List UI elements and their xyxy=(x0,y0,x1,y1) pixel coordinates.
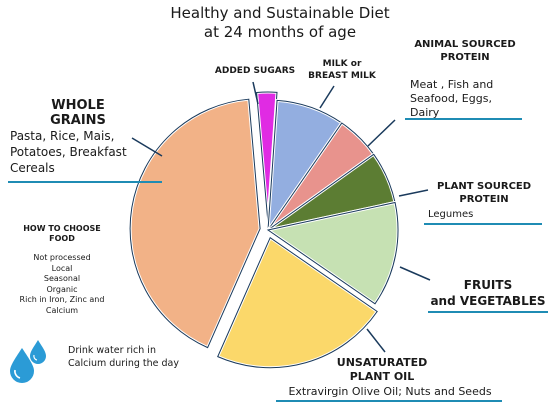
pie-slice-outline-oil xyxy=(217,236,378,369)
pie-slice-outline-added_sugars xyxy=(256,91,278,223)
water-note-line1: Drink water rich in xyxy=(68,345,156,356)
leader-line-whole-grains xyxy=(131,137,163,157)
label-plant-line2: PROTEIN xyxy=(459,194,509,205)
label-animal-line1: ANIMAL SOURCED xyxy=(414,39,516,50)
label-fruits-line2: and VEGETABLES xyxy=(430,294,546,308)
plant-oil-description: Extravirgin Olive Oil; Nuts and Seeds xyxy=(288,385,492,398)
animal-protein-underline xyxy=(405,118,522,120)
how-to-choose-title-line1: HOW TO CHOOSE xyxy=(23,224,101,233)
label-plant-oil: UNSATURATED PLANT OIL xyxy=(320,356,444,384)
leader-line-fruits xyxy=(399,266,431,281)
label-animal-protein: ANIMAL SOURCED PROTEIN xyxy=(405,38,525,64)
label-fruits-vegetables: FRUITS and VEGETABLES xyxy=(426,277,550,309)
how-item: Not processed xyxy=(33,253,91,262)
label-plant-protein: PLANT SOURCED PROTEIN xyxy=(424,180,544,206)
label-milk-line1: MILK or xyxy=(322,59,362,69)
how-to-choose-title-line2: FOOD xyxy=(49,234,75,243)
fruits-vegetables-underline xyxy=(428,311,548,313)
plant-protein-description: Legumes xyxy=(428,209,474,220)
leader-line-oil xyxy=(366,328,386,353)
label-milk: MILK or BREAST MILK xyxy=(304,58,380,82)
leader-line-animal xyxy=(367,119,396,147)
plant-oil-underline xyxy=(276,400,502,402)
how-to-choose-title: HOW TO CHOOSE FOOD xyxy=(4,224,120,244)
pie-slice-outline-fruits xyxy=(266,201,399,305)
how-item: Organic xyxy=(46,284,78,294)
whole-grains-description: Pasta, Rice, Mais, Potatoes, Breakfast C… xyxy=(10,129,127,175)
how-to-choose-box: HOW TO CHOOSE FOOD Not processed Local S… xyxy=(4,224,120,316)
label-added-sugars: ADDED SUGARS xyxy=(214,66,296,76)
leader-line-plant xyxy=(398,189,429,197)
chart-title-line2: at 24 months of age xyxy=(203,23,357,41)
chart-title: Healthy and Sustainable Diet at 24 month… xyxy=(150,4,410,42)
leader-line-added-sugars xyxy=(252,81,259,105)
plant-protein-underline xyxy=(424,223,542,225)
how-item: Rich in Iron, Zinc and xyxy=(19,295,105,304)
label-milk-line2: BREAST MILK xyxy=(308,71,376,81)
whole-grains-underline xyxy=(8,181,162,183)
label-plant-line1: PLANT SOURCED xyxy=(436,181,532,192)
water-note-line2: Calcium during the day xyxy=(68,358,180,369)
pie-slice-outline-whole_grains xyxy=(129,98,261,349)
leader-line-milk xyxy=(319,85,335,109)
label-oil-line1: UNSATURATED xyxy=(336,356,428,369)
chart-title-line1: Healthy and Sustainable Diet xyxy=(170,4,390,22)
animal-protein-description: Meat , Fish and Seafood, Eggs, Dairy xyxy=(410,78,494,119)
how-item: Local xyxy=(51,263,73,273)
water-drop-icon xyxy=(10,340,46,383)
label-whole-grains: WHOLE GRAINS xyxy=(50,98,106,128)
label-animal-line2: PROTEIN xyxy=(440,52,490,63)
label-fruits-line1: FRUITS xyxy=(463,278,513,292)
how-item: Calcium xyxy=(45,305,79,315)
pie-slices xyxy=(128,90,400,370)
how-item: Seasonal xyxy=(43,274,81,283)
label-oil-line2: PLANT OIL xyxy=(349,370,415,383)
water-note: Drink water rich in Calcium during the d… xyxy=(68,344,188,370)
leader-lines xyxy=(131,81,431,353)
